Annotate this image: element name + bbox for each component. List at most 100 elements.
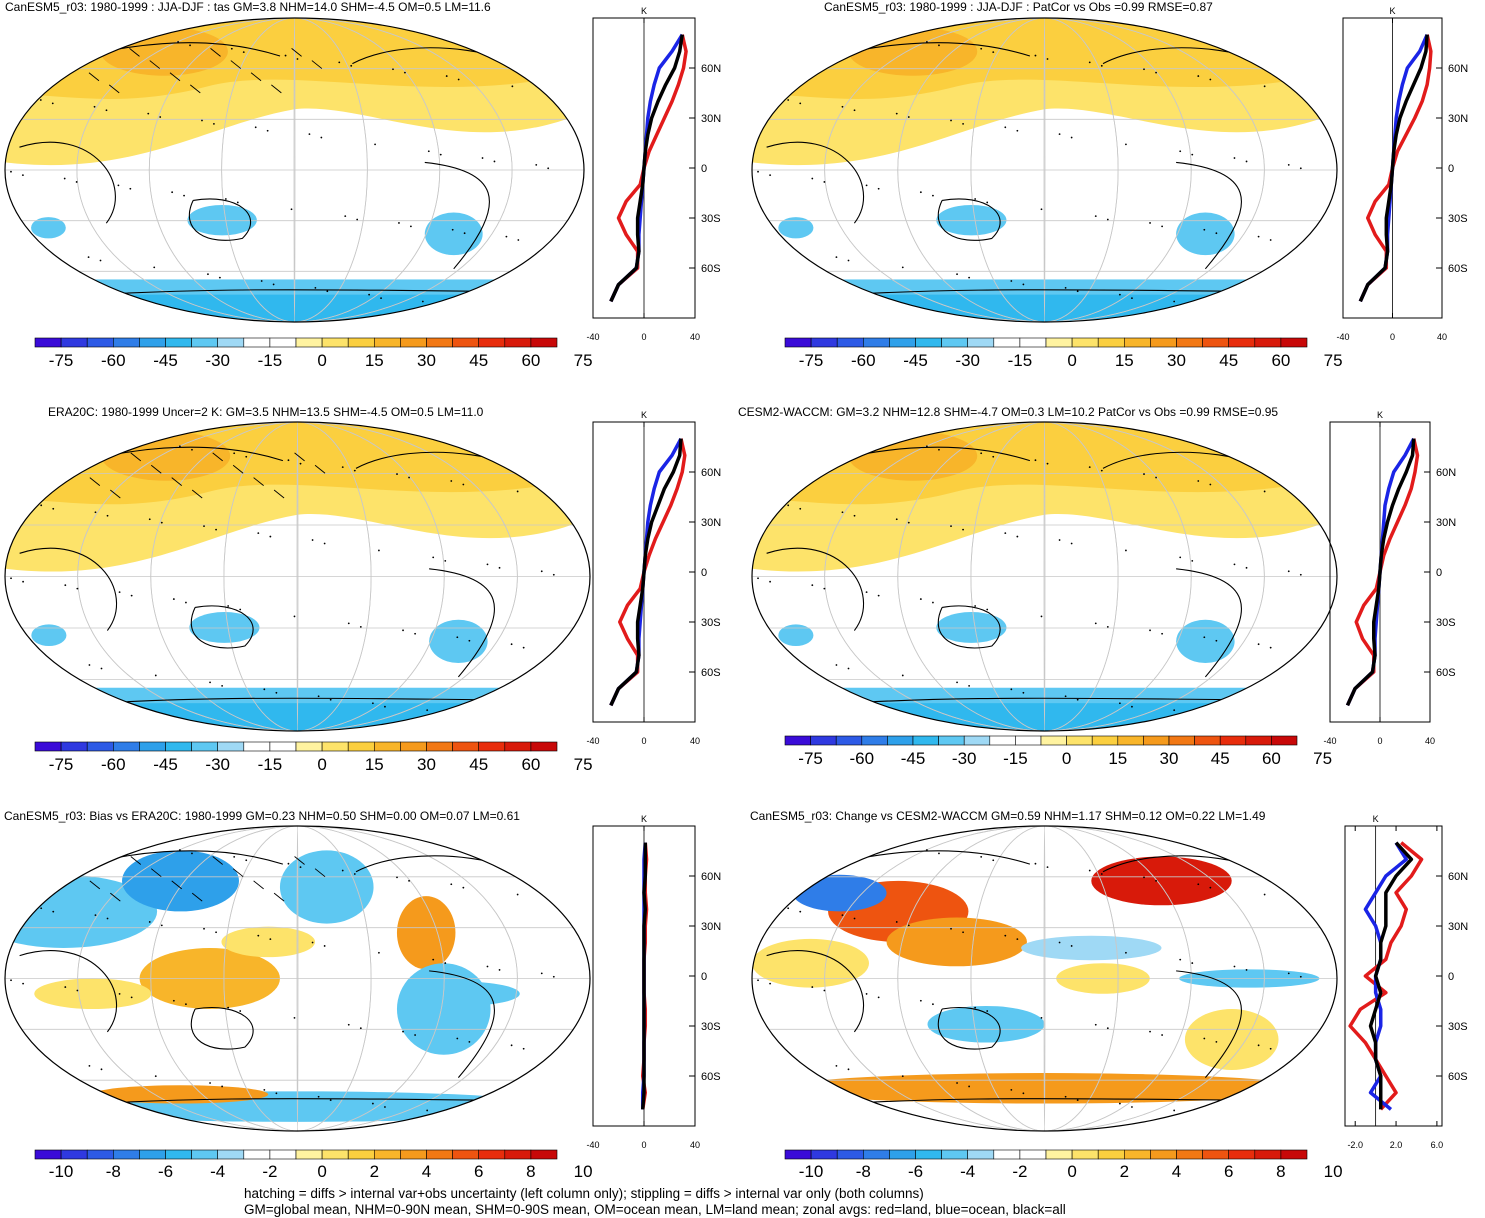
hatch-line: [110, 892, 121, 902]
stipple-dot: [329, 1099, 332, 1102]
colorbar-swatch: [295, 337, 323, 348]
stipple-dot: [752, 18, 753, 19]
hatch-line: [291, 48, 302, 57]
stipple-dot: [835, 256, 838, 259]
stipple-dot: [1094, 1023, 1097, 1026]
map-outline: [4, 825, 591, 1132]
zonal-series-all: [640, 842, 648, 1110]
stipple-dot: [865, 993, 868, 995]
stipple-dot: [22, 174, 24, 177]
colorbar-label: 0: [317, 755, 326, 774]
stipple-dot: [1022, 691, 1025, 694]
stipple-dot: [841, 914, 844, 917]
colorbar-label: 45: [1211, 749, 1230, 768]
colorbar-swatch: [963, 735, 991, 746]
colorbar-swatch: [400, 1149, 427, 1160]
colorbar-swatch: [1143, 735, 1170, 746]
stipple-dot: [492, 1119, 495, 1122]
stipple-dot: [5, 422, 6, 423]
zonal-panel-2: K 60N 30N 0 30S 60S -40 0 40: [1336, 6, 1468, 342]
stipple-dot: [1324, 653, 1326, 656]
stipple-dot: [895, 518, 898, 521]
stipple-dot: [938, 44, 940, 47]
stipple-dot: [1215, 232, 1218, 235]
stipple-dot: [106, 917, 109, 920]
stipple-dot: [1263, 85, 1266, 88]
colorbar-swatch: [347, 1149, 375, 1160]
stipple-dot: [787, 99, 790, 101]
stipple-dot: [1143, 876, 1145, 879]
stipple-dot: [498, 969, 501, 971]
stipple-dot: [414, 632, 417, 635]
stipple-dot: [287, 862, 290, 865]
hatch-line: [273, 892, 285, 902]
zonal-series-all: [1368, 841, 1414, 1110]
stipple-dot: [299, 462, 302, 465]
map-outline: [751, 825, 1338, 1132]
colorbar-swatch: [139, 1149, 166, 1160]
stipple-dot: [757, 170, 759, 173]
stipple-dot: [177, 41, 180, 43]
stipple-dot: [148, 518, 151, 521]
stipple-dot: [1257, 1044, 1260, 1047]
stipple-dot: [468, 1040, 471, 1043]
stipple-dot: [178, 849, 181, 851]
colorbar-label: 30: [1160, 749, 1179, 768]
colorbar-label: -60: [850, 749, 875, 768]
colorbar-label: 0: [317, 1162, 326, 1181]
stipple-dot: [408, 879, 410, 882]
stipple-dot: [1106, 625, 1109, 628]
colorbar-swatch: [34, 1149, 62, 1160]
hatch-line: [108, 84, 120, 94]
colorbar-swatch: [862, 337, 890, 348]
graticule-meridian: [148, 18, 441, 322]
y-tick-label: 60S: [701, 263, 721, 275]
stipple-dot: [1191, 559, 1194, 562]
x-tick-label: 40: [1437, 332, 1447, 342]
colorbar-swatch: [1228, 337, 1256, 348]
colorbar-swatch: [269, 741, 297, 752]
stipple-dot: [962, 122, 964, 125]
colorbar-swatch: [993, 1149, 1021, 1160]
stipple-dot: [242, 51, 245, 54]
coastline: [937, 1007, 1001, 1050]
stipple-dot: [559, 242, 562, 245]
stipple-dot: [1034, 459, 1037, 462]
hatch-line: [48, 452, 60, 462]
stipple-dot: [317, 695, 320, 698]
stipple-dot: [323, 542, 326, 545]
stipple-dot: [1209, 78, 1212, 81]
colorbar-label: -15: [258, 351, 283, 370]
anomaly-field: [1184, 1009, 1279, 1070]
stipple-dot: [233, 855, 236, 858]
stipple-dot: [40, 504, 43, 507]
cold-field-strong: [5, 294, 584, 322]
stipple-dot: [427, 150, 430, 153]
hatch-line: [129, 48, 140, 57]
anomaly-field: [396, 963, 491, 1055]
stipple-dot: [1100, 469, 1103, 472]
stipple-dot: [172, 999, 175, 1002]
stipple-dot: [980, 855, 983, 858]
stipple-dot: [350, 64, 353, 67]
y-tick-label: 60S: [1436, 667, 1456, 679]
hatch-line: [232, 868, 244, 878]
stipple-dot: [1173, 300, 1176, 303]
stipple-dot: [853, 109, 856, 112]
colorbar-label: -10: [799, 1162, 824, 1181]
colorbar-swatch: [139, 337, 166, 348]
stipple-dot: [34, 657, 37, 659]
stipple-dot: [950, 119, 952, 122]
stipple-dot: [1245, 160, 1248, 163]
colorbar-label: -15: [1008, 351, 1033, 370]
stipple-dot: [1299, 167, 1302, 170]
stipple-dot: [76, 989, 79, 992]
stipple-dot: [565, 92, 567, 95]
colorbar-label: 60: [1262, 749, 1281, 768]
stipple-dot: [1311, 1051, 1314, 1054]
colorbar-swatch: [1150, 1149, 1177, 1160]
stipple-dot: [781, 1058, 784, 1060]
graticule-meridian: [824, 18, 1265, 322]
stipple-dot: [534, 723, 537, 725]
